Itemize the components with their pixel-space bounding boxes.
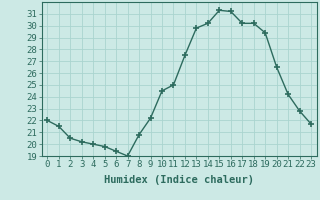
X-axis label: Humidex (Indice chaleur): Humidex (Indice chaleur)	[104, 175, 254, 185]
